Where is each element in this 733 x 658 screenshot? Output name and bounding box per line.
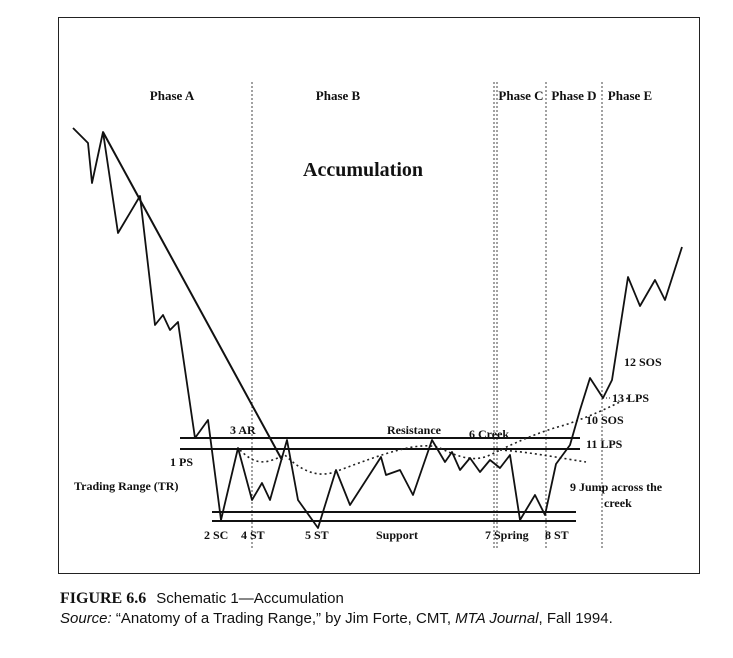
dotted-average-curve <box>239 397 629 475</box>
label-10-sos: 10 SOS <box>586 413 624 427</box>
phase-c-label: Phase C <box>498 88 543 103</box>
label-4-st: 4 ST <box>241 528 265 542</box>
phase-e-label: Phase E <box>608 88 652 103</box>
label-13-lps: 13 LPS <box>612 391 649 405</box>
source-journal: MTA Journal <box>455 610 539 627</box>
label-12-sos: 12 SOS <box>624 355 662 369</box>
diagram-frame <box>58 17 700 574</box>
phase-d-label: Phase D <box>551 88 596 103</box>
label-9-jump-line1: 9 Jump across the <box>570 480 663 494</box>
caption-line-1: FIGURE 6.6 Schematic 1—Accumulation <box>60 589 613 609</box>
source-text-2: , Fall 1994. <box>538 610 613 627</box>
caption-line-2: Source: “Anatomy of a Trading Range,” by… <box>60 609 613 629</box>
label-5-st: 5 ST <box>305 528 329 542</box>
figure-number: FIGURE 6.6 <box>60 590 147 607</box>
label-8-st: 8 ST <box>545 528 569 542</box>
downtrend-line <box>102 131 283 461</box>
diagram-title: Accumulation <box>303 159 423 181</box>
label-11-lps: 11 LPS <box>586 437 623 451</box>
source-label: Source: <box>60 610 112 627</box>
figure-caption: FIGURE 6.6 Schematic 1—Accumulation Sourc… <box>60 589 613 629</box>
label-1-ps: 1 PS <box>170 455 193 469</box>
trading-range-label: Trading Range (TR) <box>74 479 178 493</box>
price-path <box>72 127 683 529</box>
range-lines <box>180 437 580 522</box>
label-3-ar: 3 AR <box>230 423 256 437</box>
resistance-label: Resistance <box>387 423 442 437</box>
label-9-jump-line2: creek <box>604 496 632 510</box>
accumulation-schematic: Phase A Phase B Phase C Phase D Phase E … <box>72 82 683 550</box>
figure-title: Schematic 1—Accumulation <box>156 590 344 607</box>
phase-dividers <box>251 82 603 550</box>
dotted-tail-line <box>499 449 587 463</box>
label-2-sc: 2 SC <box>204 528 228 542</box>
phase-b-label: Phase B <box>316 88 361 103</box>
phase-a-label: Phase A <box>150 88 195 103</box>
label-7-spring: 7 Spring <box>485 528 529 542</box>
label-6-creek: 6 Creek <box>469 427 509 441</box>
source-text-1: “Anatomy of a Trading Range,” by Jim For… <box>115 610 451 627</box>
support-label: Support <box>376 528 418 542</box>
